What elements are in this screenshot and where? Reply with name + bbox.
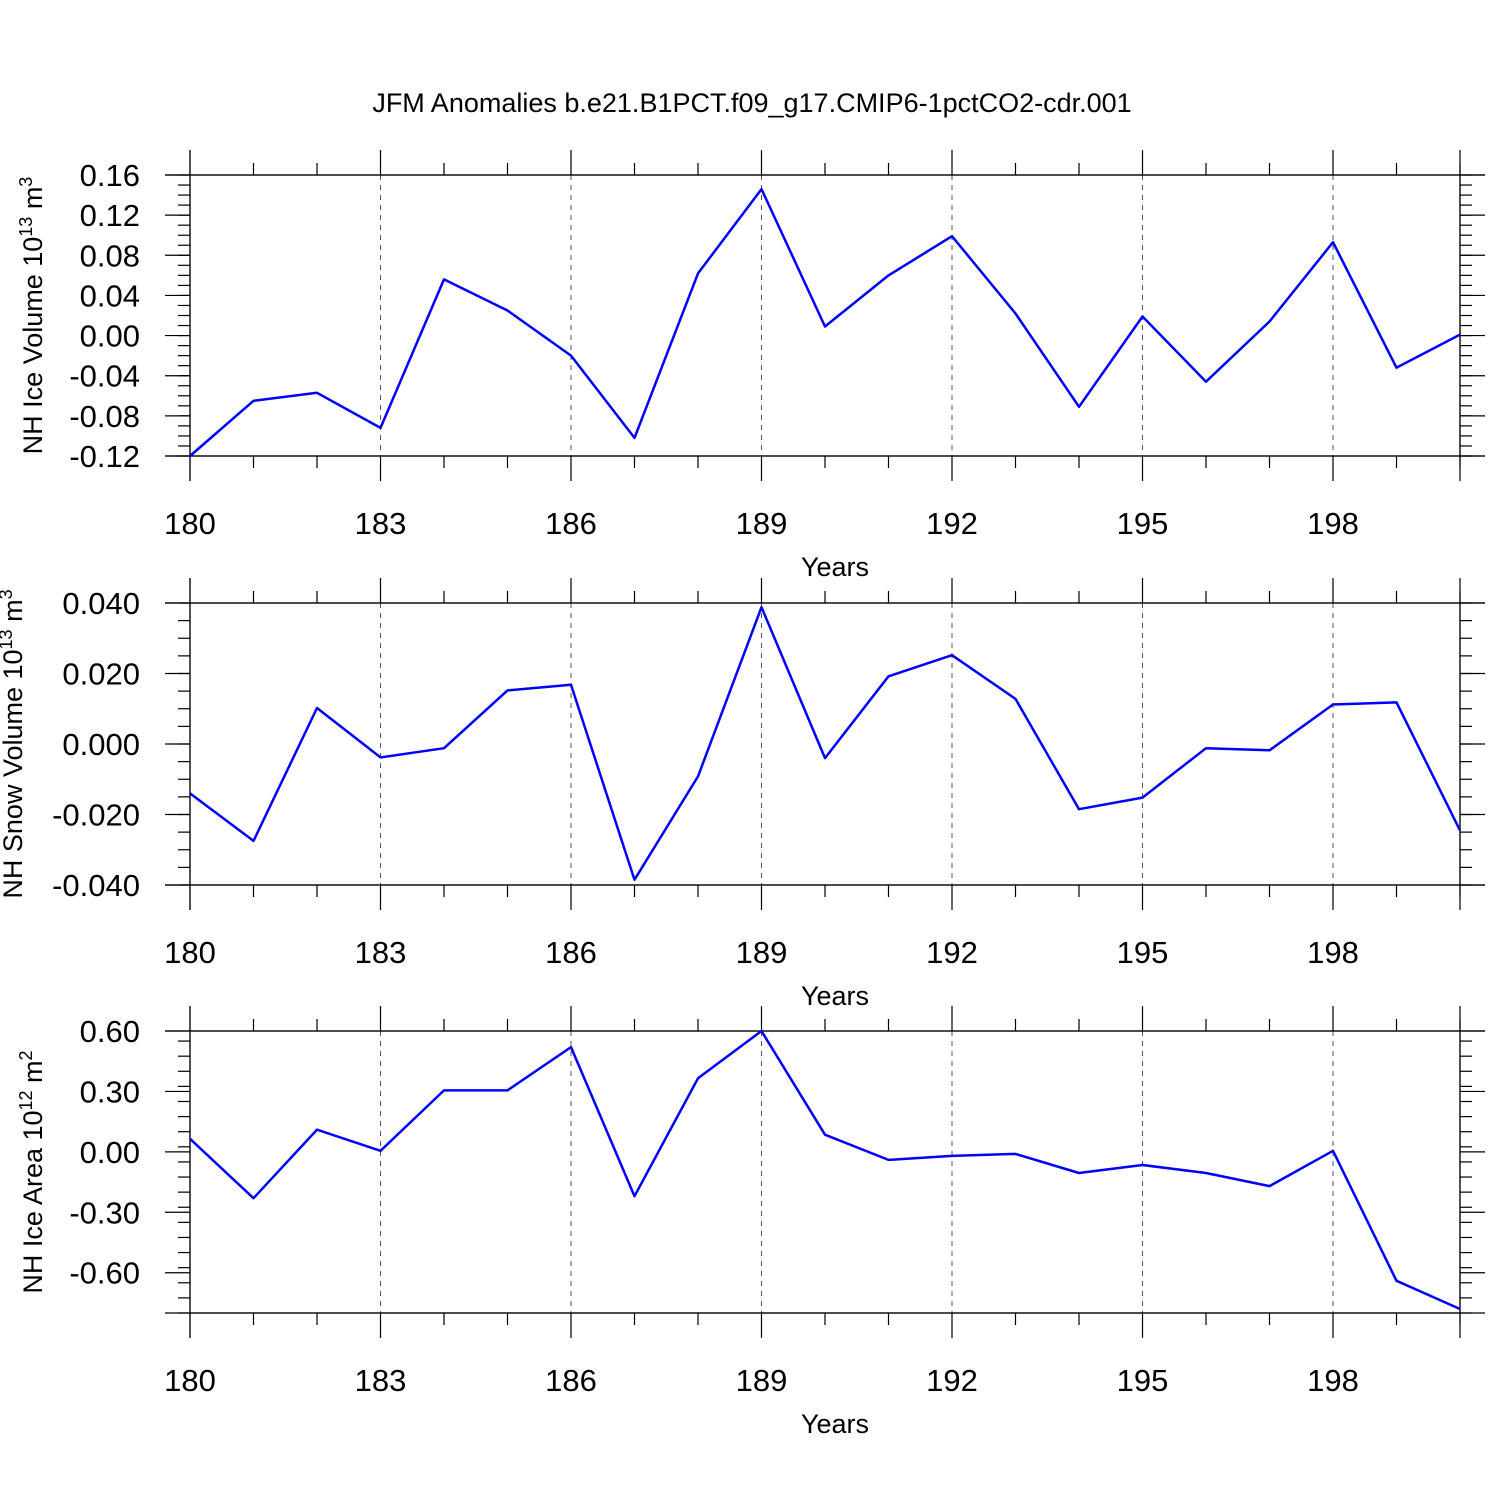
y-tick-label: 0.020 <box>62 657 140 692</box>
panel-2: -0.040 -0.020 0.000 0.020 0.040 180 183 186 189 1… <box>0 578 1485 1011</box>
y-axis-label: NH Ice Volume 1013 m3 <box>16 177 48 455</box>
x-tick-label: 186 <box>545 935 597 970</box>
y-tick-label: 0.04 <box>80 278 140 313</box>
x-tick-label: 192 <box>926 506 978 541</box>
y-tick-label: 0.16 <box>80 158 140 193</box>
panel-3: -0.60 -0.30 0.00 0.30 0.60 180 183 186 189 192 195… <box>16 1006 1485 1439</box>
x-tick-label: 195 <box>1117 935 1169 970</box>
y-tick-label: 0.08 <box>80 238 140 273</box>
x-axis-label: Years <box>801 1409 869 1439</box>
x-tick-label: 180 <box>164 1363 216 1398</box>
y-tick-label: -0.04 <box>69 359 140 394</box>
x-tick-label: 183 <box>355 935 407 970</box>
x-tick-label: 198 <box>1307 935 1359 970</box>
x-tick-label: 198 <box>1307 1363 1359 1398</box>
y-tick-label: -0.040 <box>52 868 140 903</box>
y-tick-label: -0.020 <box>52 798 140 833</box>
y-tick-label: -0.12 <box>69 439 140 474</box>
y-tick-label: 0.60 <box>80 1014 140 1049</box>
x-tick-label: 186 <box>545 1363 597 1398</box>
y-tick-label: 0.000 <box>62 727 140 762</box>
x-tick-label: 183 <box>355 1363 407 1398</box>
x-tick-label: 189 <box>736 506 788 541</box>
x-tick-label: 180 <box>164 935 216 970</box>
y-tick-label: 0.00 <box>80 1135 140 1170</box>
y-tick-label: 0.040 <box>62 586 140 621</box>
x-tick-label: 195 <box>1117 506 1169 541</box>
x-tick-label: 192 <box>926 935 978 970</box>
y-axis-label: NH Snow Volume 1013 m3 <box>0 589 28 898</box>
panel-1: -0.12 -0.08 -0.04 0.00 0.04 0.08 0.12 0.16 180 18… <box>16 150 1485 582</box>
y-axis-label: NH Ice Area 1012 m2 <box>16 1050 48 1293</box>
x-tick-label: 195 <box>1117 1363 1169 1398</box>
x-tick-label: 189 <box>736 935 788 970</box>
chart-title: JFM Anomalies b.e21.B1PCT.f09_g17.CMIP6-… <box>372 88 1131 118</box>
y-tick-label: 0.12 <box>80 198 140 233</box>
x-tick-label: 192 <box>926 1363 978 1398</box>
y-tick-label: 0.00 <box>80 319 140 354</box>
x-tick-label: 180 <box>164 506 216 541</box>
series-line <box>189 1029 1461 1311</box>
x-axis-label: Years <box>801 552 869 582</box>
x-axis-label: Years <box>801 981 869 1011</box>
series-line <box>189 187 1461 457</box>
y-tick-label: -0.60 <box>69 1256 140 1291</box>
x-tick-label: 186 <box>545 506 597 541</box>
chart-panels: -0.12 -0.08 -0.04 0.00 0.04 0.08 0.12 0.16 180 18… <box>0 150 1485 1439</box>
y-tick-label: 0.30 <box>80 1074 140 1109</box>
y-tick-label: -0.30 <box>69 1195 140 1230</box>
series-line <box>189 605 1462 881</box>
x-tick-label: 183 <box>355 506 407 541</box>
x-tick-label: 198 <box>1307 506 1359 541</box>
x-tick-label: 189 <box>736 1363 788 1398</box>
y-tick-label: -0.08 <box>69 399 140 434</box>
